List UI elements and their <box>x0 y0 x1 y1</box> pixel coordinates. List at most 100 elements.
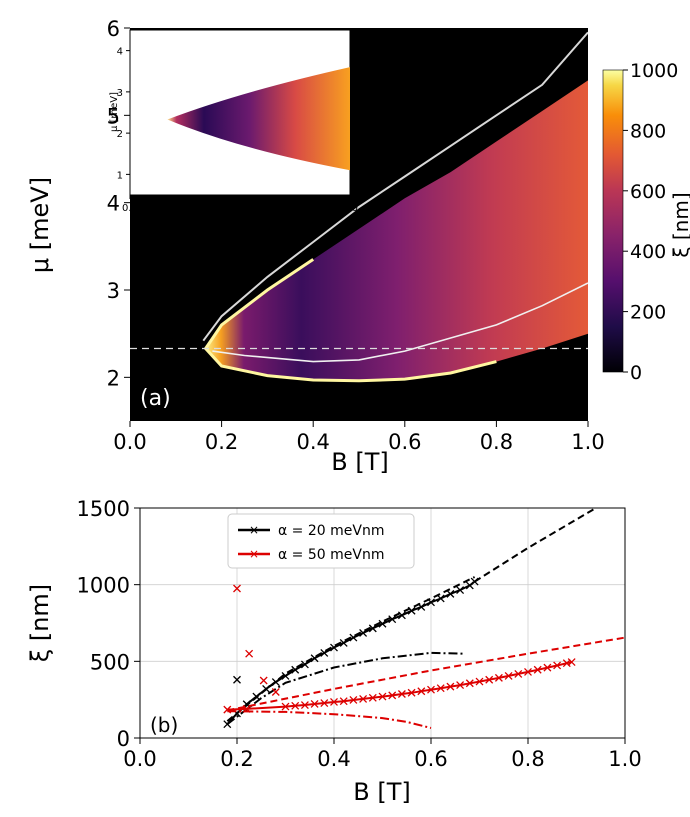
heatmap-region <box>205 80 588 381</box>
x-tick-label-a: 0.4 <box>296 430 329 454</box>
inset-plot: 0.0 0.2 0.4 0.6 0.8 1.0 1 2 3 4 B [T] μ [meV] <box>109 29 358 231</box>
marker-red <box>291 701 300 710</box>
marker-red <box>567 658 576 667</box>
marker-red <box>245 649 254 658</box>
marker-black <box>339 638 348 647</box>
black-dashed-extension <box>474 508 597 583</box>
marker-black <box>262 684 271 693</box>
heatmap-region-edge <box>203 258 497 383</box>
y-tick-label-a: 5 <box>107 104 120 128</box>
legend-label-black: α = 20 meVnm <box>278 523 384 539</box>
colorbar-tick-label: 1000 <box>630 60 678 82</box>
marker-red <box>242 704 251 713</box>
inset-x-tick-label: 0.0 <box>122 203 138 214</box>
colorbar-tick-label: 0 <box>630 362 642 384</box>
y-tick-label-b: 0 <box>117 727 130 751</box>
marker-black <box>252 692 261 701</box>
legend-marker-black: × <box>249 523 259 537</box>
y-axis-label-a: μ [meV] <box>26 177 54 273</box>
y-axis-label-b: ξ [nm] <box>26 584 54 662</box>
panel-label-b: (b) <box>150 713 178 737</box>
marker-black <box>281 671 290 680</box>
legend-box <box>227 513 415 569</box>
panel-b: 0.0 0.2 0.4 0.6 0.8 1.0 0 500 1000 1500 (b) B [T]… <box>26 497 642 806</box>
marker-red <box>417 687 426 696</box>
marker-black <box>233 675 241 684</box>
legend: × α = 20 meVnm × α = 50 meVnm <box>227 513 415 569</box>
inset-x-axis-label: B [T] <box>228 220 252 231</box>
colorbar-tick-label: 400 <box>630 241 666 263</box>
x-tick-label-b: 0.8 <box>511 747 544 771</box>
colorbar-gradient <box>602 69 624 373</box>
marker-red <box>359 694 368 703</box>
inset-y-tick-label: 1 <box>117 170 123 181</box>
marker-red <box>271 688 280 696</box>
marker-red <box>339 697 348 706</box>
marker-black <box>456 586 465 594</box>
x-tick-label-a: 0.0 <box>113 430 146 454</box>
marker-black <box>359 629 368 637</box>
x-tick-label-b: 0.0 <box>123 747 156 771</box>
marker-red <box>533 665 542 674</box>
x-tick-label-b: 0.6 <box>414 747 447 771</box>
marker-red <box>543 663 552 672</box>
y-tick-label-a: 4 <box>107 192 120 216</box>
marker-black <box>368 624 377 633</box>
marker-red <box>436 684 445 693</box>
marker-red <box>456 681 465 690</box>
marker-red <box>446 682 455 691</box>
legend-entry-red: × α = 50 meVnm <box>238 547 384 563</box>
marker-black <box>349 633 358 642</box>
colorbar-label: ξ [nm] <box>669 192 690 257</box>
inset-x-tick-label: 1.0 <box>342 203 358 214</box>
legend-marker-red: × <box>249 547 259 561</box>
marker-black <box>397 611 406 620</box>
axes-b: 0.0 0.2 0.4 0.6 0.8 1.0 0 500 1000 1500 <box>77 497 642 771</box>
legend-entry-black: × α = 20 meVnm <box>238 523 384 539</box>
inset-y-tick-label: 4 <box>117 47 123 58</box>
marker-red <box>524 667 532 676</box>
marker-black <box>291 665 300 674</box>
marker-red <box>223 705 232 714</box>
inset-axes: 0.0 0.2 0.4 0.6 0.8 1.0 1 2 3 4 <box>117 47 358 214</box>
y-tick-label-b: 1500 <box>77 497 130 521</box>
y-tick-label-b: 500 <box>90 650 130 674</box>
dashdot-fit-black <box>226 651 466 725</box>
plot-b-frame <box>139 507 626 739</box>
panel-a: (a) 0.0 0.2 0.4 0.6 0.8 1.0 1 2 3 4 B [T] μ [meV]… <box>26 17 690 476</box>
y-tick-label-b: 1000 <box>77 574 130 598</box>
marker-black <box>330 643 338 652</box>
marker-red <box>504 671 513 680</box>
x-axis-label-a: B [T] <box>331 448 388 476</box>
marker-black <box>320 648 329 657</box>
marker-black <box>300 660 309 669</box>
marker-black <box>465 581 474 590</box>
x-tick-label-a: 0.8 <box>480 430 513 454</box>
marker-red <box>465 679 474 688</box>
marker-red <box>349 696 358 704</box>
marker-red <box>553 661 562 670</box>
dashed-fit-red <box>227 636 625 712</box>
marker-red <box>388 691 397 700</box>
marker-red <box>485 675 494 684</box>
x-tick-label-a: 0.2 <box>205 430 238 454</box>
marker-red <box>397 690 406 698</box>
marker-black <box>271 678 280 686</box>
inset-y-tick-label: 2 <box>117 129 123 140</box>
marker-red <box>281 702 290 711</box>
marker-red <box>320 699 329 707</box>
marker-red <box>310 700 319 708</box>
marker-black <box>470 577 479 586</box>
marker-red <box>494 673 503 682</box>
marker-red <box>300 701 309 709</box>
colorbar-tick-label: 200 <box>630 302 666 324</box>
axes-a: 0.0 0.2 0.4 0.6 0.8 1.0 2 3 4 5 6 <box>107 17 605 454</box>
marker-black <box>436 594 445 603</box>
colorbar-tick-label: 800 <box>630 120 666 142</box>
marker-red <box>475 677 484 686</box>
marker-red <box>330 698 338 706</box>
marker-red <box>514 669 523 678</box>
inset-y-tick-label: 3 <box>117 88 123 99</box>
marker-red <box>368 693 377 702</box>
